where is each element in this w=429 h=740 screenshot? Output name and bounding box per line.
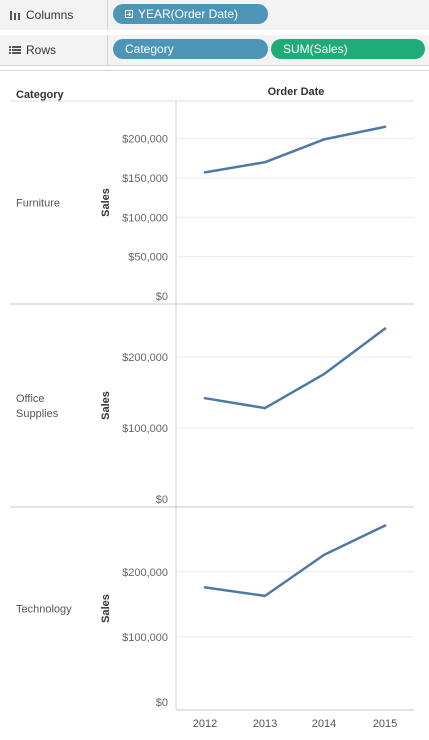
columns-shelf-label: Columns	[26, 8, 74, 22]
shelf-gap	[0, 30, 429, 35]
data-point	[322, 138, 326, 141]
category-label: Furniture	[16, 198, 60, 210]
chart-panes: Furniture Sales $0 $50,000 $100,000 $150,000 $…	[10, 100, 414, 730]
columns-shelf-header: Columns	[0, 0, 108, 30]
data-point	[203, 171, 207, 174]
data-point	[322, 553, 326, 557]
x-tick-label: 2012	[193, 718, 217, 730]
expand-plus-icon[interactable]	[125, 10, 133, 18]
category-label: Office	[16, 393, 45, 405]
category-label: Technology	[16, 604, 72, 616]
y-tick-label: $50,000	[128, 252, 168, 264]
rows-icon	[4, 45, 26, 55]
y-tick-label: $100,000	[122, 212, 168, 224]
y-axis-title: Sales	[100, 188, 112, 217]
data-point	[383, 327, 387, 330]
y-axis-title: Sales	[100, 391, 112, 420]
row-header-category: Category	[16, 89, 65, 101]
y-tick-label: $100,000	[122, 632, 168, 644]
data-point	[322, 372, 326, 376]
y-tick-label: $150,000	[122, 173, 168, 185]
y-tick-label: $200,000	[122, 134, 168, 146]
year-order-date-pill[interactable]: YEAR(Order Date)	[113, 4, 268, 24]
category-pill-label: Category	[125, 42, 174, 56]
y-tick-label: $100,000	[122, 423, 168, 435]
y-tick-label: $0	[156, 494, 168, 506]
data-point	[203, 586, 207, 589]
sales-line	[203, 125, 387, 174]
columns-icon	[4, 10, 26, 21]
year-order-date-pill-label: YEAR(Order Date)	[138, 7, 239, 21]
y-tick-label: $200,000	[122, 567, 168, 579]
y-tick-label: $0	[156, 697, 168, 709]
x-tick-label: 2014	[312, 718, 336, 730]
view-top-border	[0, 70, 429, 71]
data-point	[263, 161, 267, 164]
column-header-order-date: Order Date	[268, 86, 325, 98]
y-axis-title: Sales	[100, 594, 112, 623]
sales-by-category-chart: Category Order Date Furniture Sales $0 $50,…	[10, 86, 414, 730]
columns-shelf: Columns YEAR(Order Date)	[0, 0, 429, 31]
data-point	[383, 125, 387, 128]
sales-line	[203, 327, 387, 410]
x-tick-label: 2015	[373, 718, 397, 730]
data-point	[203, 397, 207, 400]
sum-sales-pill-label: SUM(Sales)	[283, 42, 348, 56]
category-label: Supplies	[16, 408, 59, 420]
y-tick-label: $0	[156, 291, 168, 303]
data-point	[263, 406, 267, 410]
sales-line	[203, 524, 387, 598]
rows-shelf-header: Rows	[0, 35, 108, 65]
x-tick-label: 2013	[253, 718, 277, 730]
sum-sales-pill[interactable]: SUM(Sales)	[271, 39, 425, 59]
data-point	[263, 594, 267, 598]
data-point	[383, 524, 387, 527]
rows-shelf-label: Rows	[26, 43, 57, 57]
rows-shelf: Rows Category SUM(Sales)	[0, 35, 429, 66]
y-tick-label: $200,000	[122, 352, 168, 364]
category-pill[interactable]: Category	[113, 39, 268, 59]
